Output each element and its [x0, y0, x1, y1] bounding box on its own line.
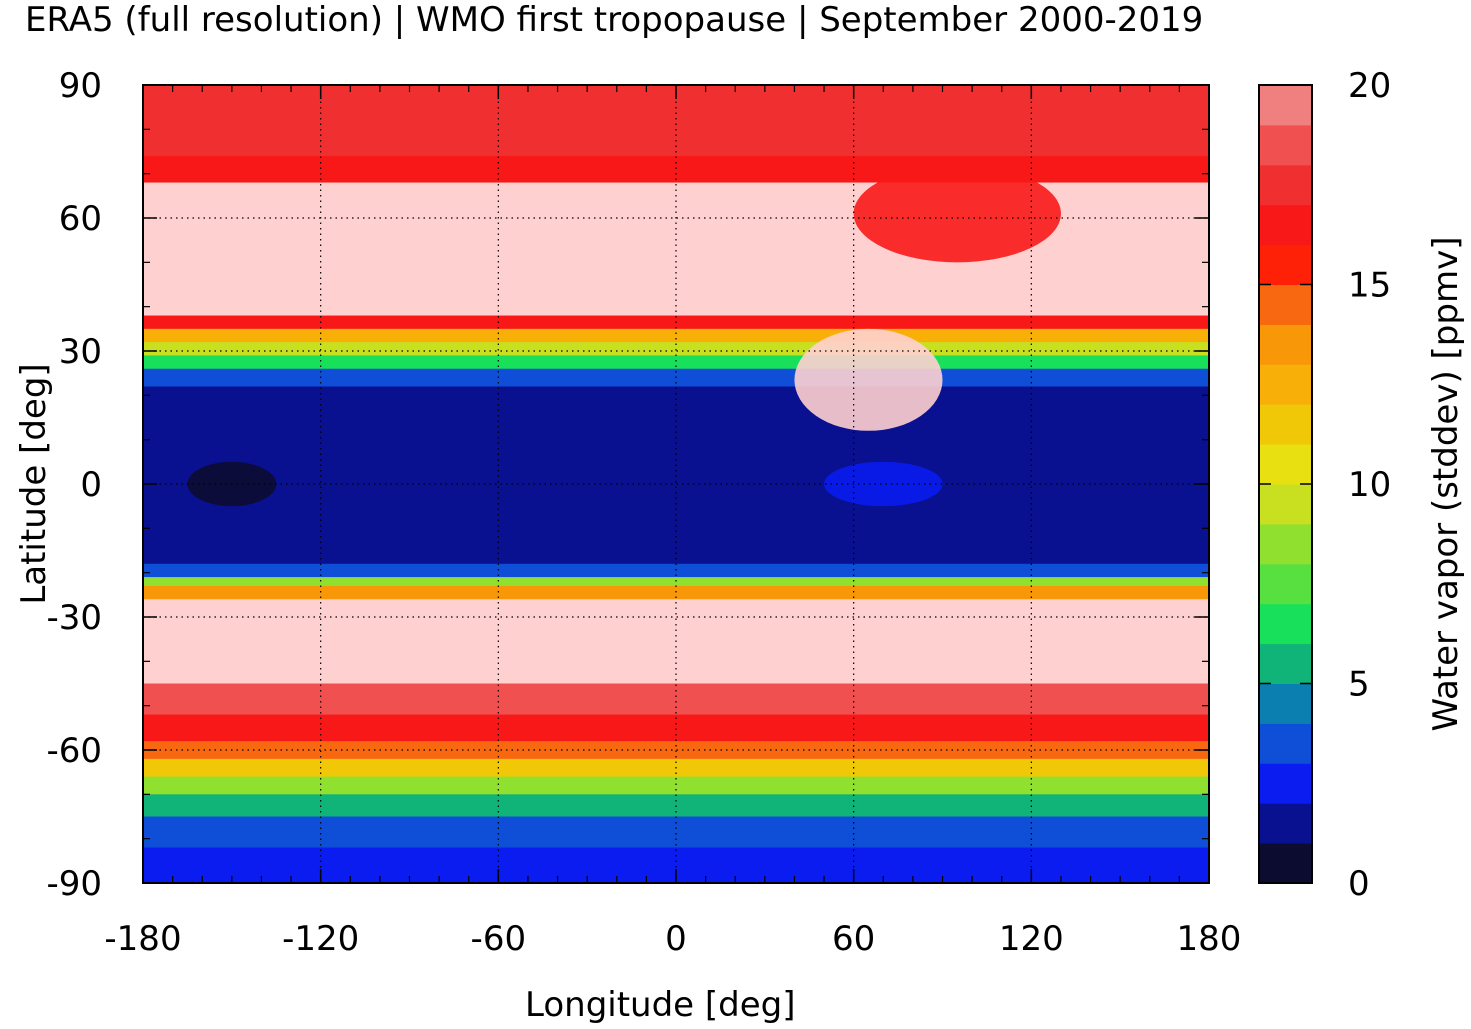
zonal-band-14 [143, 714, 1209, 742]
y-tick-label: 0 [80, 465, 102, 505]
colorbar-swatch-15 [1259, 244, 1312, 285]
colorbar-tick-label: 0 [1348, 864, 1370, 904]
regional-feature-3 [824, 461, 943, 507]
zonal-band-19 [143, 816, 1209, 849]
x-tick-label: 60 [832, 919, 875, 959]
colorbar-swatch-3 [1259, 723, 1312, 764]
colorbar-swatch-4 [1259, 683, 1312, 724]
colorbar-swatch-17 [1259, 164, 1312, 206]
zonal-band-4 [143, 328, 1209, 343]
y-tick-label: -90 [46, 864, 102, 904]
x-tick-label: -180 [104, 919, 181, 959]
colorbar-swatch-5 [1259, 643, 1312, 684]
chart-title: ERA5 (full resolution) | WMO first tropo… [25, 0, 1204, 40]
colorbar-swatch-6 [1259, 603, 1312, 645]
colorbar-swatch-16 [1259, 204, 1312, 246]
colorbar-swatch-10 [1259, 444, 1312, 485]
colorbar-swatch-11 [1259, 404, 1312, 445]
colorbar-swatch-9 [1259, 484, 1312, 525]
regional-feature-0 [794, 328, 943, 431]
zonal-band-10 [143, 577, 1209, 587]
colorbar-swatch-0 [1259, 843, 1312, 884]
zonal-band-8 [143, 386, 1209, 565]
zonal-band-13 [143, 683, 1209, 716]
grid-lines [143, 85, 1209, 883]
colorbar-swatch-12 [1259, 364, 1312, 405]
colorbar-tick-label: 5 [1348, 665, 1370, 705]
zonal-band-17 [143, 776, 1209, 795]
zonal-band-15 [143, 741, 1209, 760]
y-tick-label: -60 [46, 731, 102, 771]
y-axis-label: Latitude [deg] [14, 363, 54, 605]
y-tick-label: -30 [46, 598, 102, 638]
colorbar-tick-label: 15 [1348, 266, 1391, 306]
x-tick-label: 180 [1177, 919, 1242, 959]
y-tick-label: 30 [59, 332, 102, 372]
colorbar-swatch-14 [1259, 284, 1312, 325]
x-axis-label: Longitude [deg] [525, 985, 796, 1025]
x-tick-label: 0 [665, 919, 687, 959]
colorbar-swatch-8 [1259, 523, 1312, 565]
zonal-band-11 [143, 585, 1209, 600]
zonal-band-9 [143, 563, 1209, 578]
colorbar-swatch-1 [1259, 803, 1312, 844]
x-tick-label: 120 [999, 919, 1064, 959]
y-axis: 90 60 30 0 -30 -60 -90 [46, 66, 1209, 904]
colorbar-label: Water vapor (stddev) [ppmv] [1426, 236, 1466, 732]
x-tick-label: -60 [471, 919, 527, 959]
colorbar-tick-label: 20 [1348, 66, 1391, 106]
x-tick-label: -120 [282, 919, 359, 959]
colorbar-swatch-7 [1259, 563, 1312, 605]
colorbar-swatch-2 [1259, 763, 1312, 804]
regional-feature-1 [853, 164, 1061, 263]
colorbar [1258, 84, 1313, 884]
x-axis: -180 -120 -60 0 60 120 180 [104, 85, 1241, 959]
colorbar-tick-label: 10 [1348, 465, 1391, 505]
y-tick-label: 90 [59, 66, 102, 106]
y-tick-label: 60 [59, 199, 102, 239]
zonal-band-6 [143, 355, 1209, 370]
colorbar-axis: 20 15 10 5 0 [1259, 66, 1391, 904]
colorbar-swatch-13 [1259, 324, 1312, 365]
colorbar-swatch-19 [1259, 85, 1312, 126]
colorbar-swatch-18 [1259, 124, 1312, 166]
